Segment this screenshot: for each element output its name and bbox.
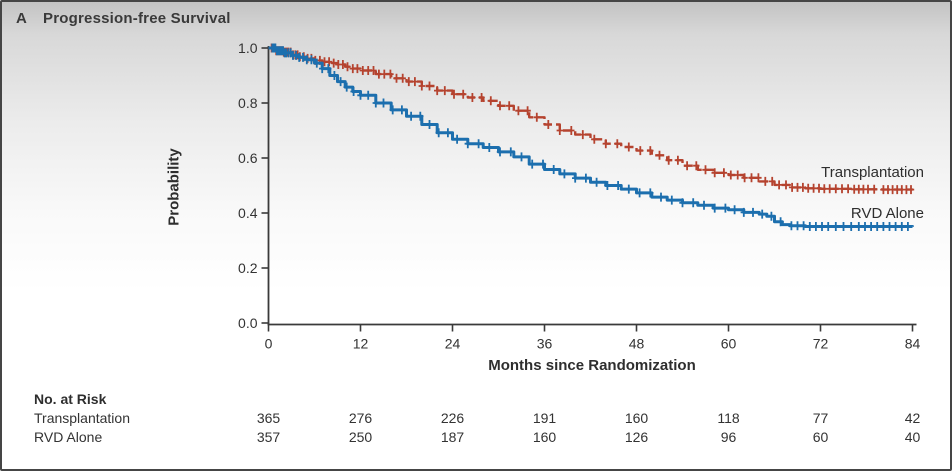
risk-count: 96 <box>720 429 737 445</box>
censor-marks-rvd-alone <box>269 43 912 231</box>
risk-count: 160 <box>532 429 557 445</box>
y-tick-label: 0.8 <box>238 95 258 111</box>
x-tick-label: 84 <box>905 336 921 352</box>
y-tick-label: 0.6 <box>238 150 258 166</box>
risk-count: 365 <box>256 410 281 426</box>
y-tick-label: 0.0 <box>238 315 258 331</box>
series-label-rvd-alone: RVD Alone <box>850 205 924 222</box>
risk-count: 77 <box>812 410 829 426</box>
risk-count: 187 <box>440 429 465 445</box>
y-tick-label: 0.4 <box>238 205 258 221</box>
risk-count: 40 <box>904 429 921 445</box>
risk-table-title: No. at Risk <box>34 391 107 407</box>
risk-count: 357 <box>256 429 281 445</box>
risk-count: 276 <box>348 410 373 426</box>
risk-count: 226 <box>440 410 465 426</box>
x-tick-label: 0 <box>265 336 273 352</box>
risk-count: 191 <box>532 410 557 426</box>
risk-row-label-transplantation: Transplantation <box>34 410 130 426</box>
risk-row-label-rvd-alone: RVD Alone <box>34 429 103 445</box>
x-tick-label: 72 <box>813 336 829 352</box>
series-label-transplantation: Transplantation <box>821 164 924 181</box>
x-tick-label: 60 <box>721 336 737 352</box>
y-tick-label: 1.0 <box>238 40 258 56</box>
risk-count: 60 <box>812 429 829 445</box>
x-tick-label: 48 <box>629 336 645 352</box>
risk-count: 118 <box>717 410 740 426</box>
risk-count: 250 <box>348 429 373 445</box>
panel-letter: A <box>16 10 28 27</box>
risk-count: 126 <box>624 429 649 445</box>
y-tick-label: 0.2 <box>238 260 258 276</box>
x-tick-label: 36 <box>537 336 553 352</box>
x-axis-title: Months since Randomization <box>488 357 696 374</box>
panel-title-text: Progression-free Survival <box>43 10 231 27</box>
x-tick-label: 24 <box>445 336 461 352</box>
x-tick-label: 12 <box>353 336 369 352</box>
panel-title: A Progression-free Survival <box>16 10 231 27</box>
risk-count: 160 <box>624 410 649 426</box>
risk-count: 42 <box>904 410 921 426</box>
